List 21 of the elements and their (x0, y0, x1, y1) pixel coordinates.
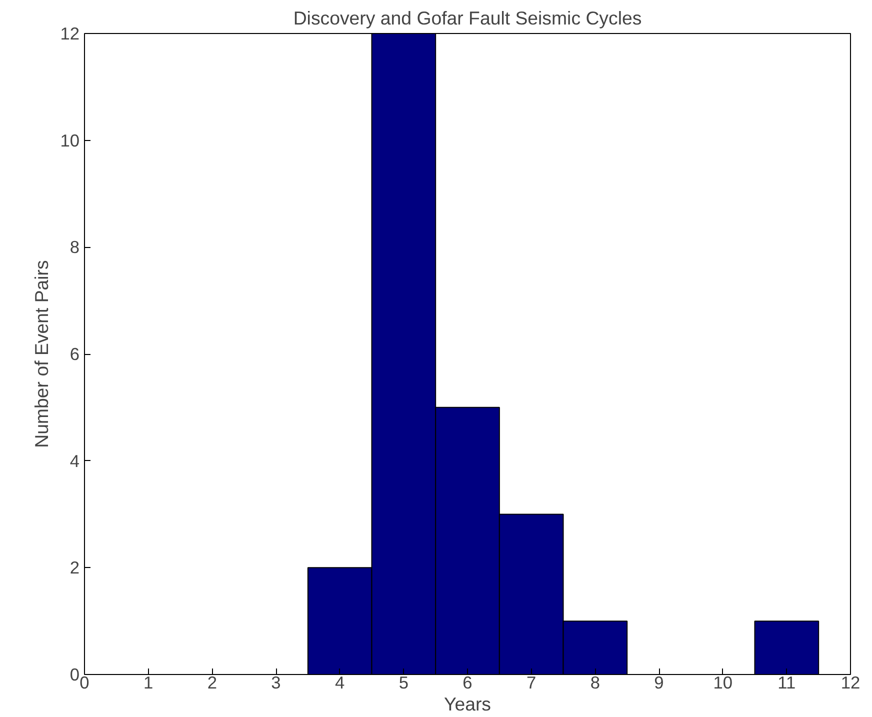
y-tick-label: 4 (70, 450, 80, 471)
x-tick-label: 7 (526, 672, 536, 692)
x-tick-label: 12 (840, 672, 860, 692)
chart-title: Discovery and Gofar Fault Seismic Cycles (293, 8, 642, 28)
x-tick-label: 4 (335, 672, 346, 692)
x-tick-label: 3 (271, 672, 281, 692)
y-tick-label: 8 (70, 237, 80, 258)
x-tick-label: 11 (778, 672, 796, 692)
y-tick-label: 10 (60, 130, 80, 150)
x-axis-title: Years (444, 694, 492, 714)
x-tick-label: 8 (590, 672, 600, 692)
x-tick-label: 2 (207, 672, 217, 692)
y-tick-label: 2 (70, 558, 80, 578)
x-tick-label: 5 (398, 672, 408, 692)
y-axis-title: Number of Event Pairs (31, 260, 52, 448)
x-tick-label: 6 (462, 672, 472, 692)
y-tick-label: 6 (70, 344, 80, 364)
y-tick-label: 12 (60, 24, 80, 44)
x-tick-label: 1 (144, 672, 154, 692)
x-tick-label: 9 (654, 672, 664, 692)
x-tick-label: 10 (713, 672, 732, 692)
